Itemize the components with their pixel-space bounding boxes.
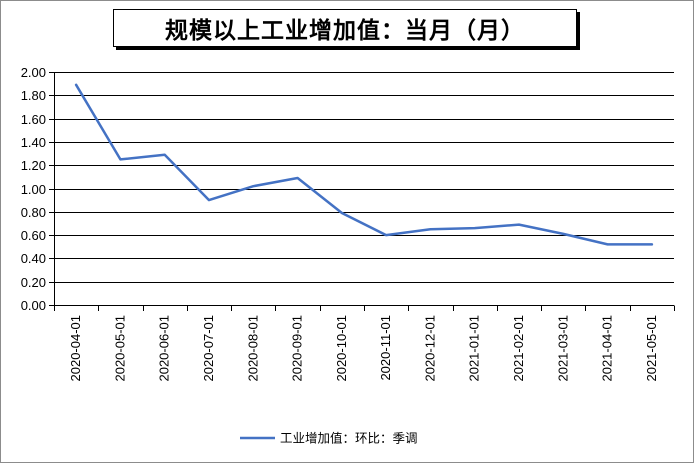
x-tick-label: 2020-08-01	[245, 315, 260, 382]
x-tick-label: 2021-01-01	[467, 315, 482, 382]
y-tick-label: 0.60	[21, 228, 46, 243]
x-tick-label: 2020-06-01	[157, 315, 172, 382]
y-tick-label: 1.60	[21, 112, 46, 127]
series-group	[74, 83, 654, 246]
y-tick-label: 1.80	[21, 88, 46, 103]
legend: 工业增加值：环比：季调	[240, 431, 418, 446]
y-tick-label: 0.20	[21, 275, 46, 290]
series-line	[74, 83, 654, 246]
x-tick-label: 2020-05-01	[112, 315, 127, 382]
y-tick-label: 1.40	[21, 135, 46, 150]
y-tick-label: 1.20	[21, 158, 46, 173]
x-tick-label: 2021-03-01	[555, 315, 570, 382]
gridlines	[54, 72, 674, 306]
x-tick-label: 2020-07-01	[201, 315, 216, 382]
x-axis-ticks: 2020-04-01 2020-05-01 2020-06-01 2020-07-01…	[54, 305, 675, 382]
y-tick-label: 2.00	[21, 65, 46, 80]
legend-label: 工业增加值：环比：季调	[280, 431, 418, 446]
y-tick-label: 0.40	[21, 251, 46, 266]
y-tick-label: 0.00	[21, 298, 46, 313]
x-tick-label: 2021-05-01	[644, 315, 659, 382]
x-tick-label: 2020-11-01	[378, 315, 393, 381]
chart-title-box: 规模以上工业增加值：当月（月）	[113, 9, 577, 47]
y-tick-label: 0.80	[21, 205, 46, 220]
chart-title: 规模以上工业增加值：当月（月）	[165, 18, 525, 44]
y-tick-label: 1.00	[21, 182, 46, 197]
x-tick-label: 2020-04-01	[68, 315, 83, 382]
x-tick-label: 2021-04-01	[600, 315, 615, 382]
x-tick-label: 2020-12-01	[422, 315, 437, 382]
x-tick-label: 2020-10-01	[334, 315, 349, 382]
x-tick-label: 2020-09-01	[290, 315, 305, 382]
y-axis-ticks: 0.00 0.20 0.40 0.60 0.80 1.00 1.20 1.40 1.60 1.80…	[21, 65, 55, 313]
x-tick-label: 2021-02-01	[511, 315, 526, 382]
